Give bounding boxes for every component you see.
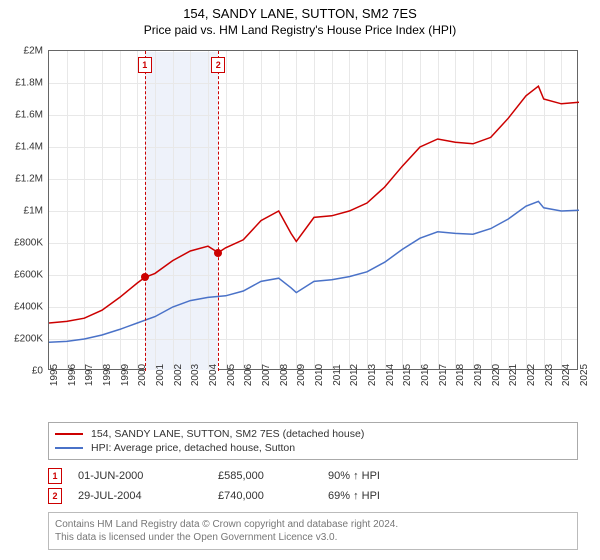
marker-vline [218,51,219,371]
sales-pct: 90% ↑ HPI [328,470,380,482]
y-tick-label: £1.6M [15,110,43,121]
y-tick-label: £0 [32,366,43,377]
sales-marker: 1 [48,468,62,484]
x-tick-label: 2025 [579,364,590,386]
legend-label: HPI: Average price, detached house, Sutt… [91,442,295,454]
legend: 154, SANDY LANE, SUTTON, SM2 7ES (detach… [48,422,578,460]
marker-label: 2 [211,57,225,73]
y-tick-label: £800K [14,238,43,249]
chart-subtitle: Price paid vs. HM Land Registry's House … [0,21,600,41]
sales-date: 29-JUL-2004 [78,490,218,502]
sales-price: £585,000 [218,470,328,482]
y-tick-label: £400K [14,302,43,313]
y-tick-label: £200K [14,334,43,345]
sales-pct: 69% ↑ HPI [328,490,380,502]
marker-dot [141,273,149,281]
marker-label: 1 [138,57,152,73]
sales-row: 2 29-JUL-2004£740,00069% ↑ HPI [48,486,578,506]
marker-vline [145,51,146,371]
line-layer [49,51,579,371]
series-line [49,86,579,323]
chart-area: £0£200K£400K£600K£800K£1M£1.2M£1.4M£1.6M… [48,50,578,370]
legend-item: 154, SANDY LANE, SUTTON, SM2 7ES (detach… [55,427,571,441]
attribution-line2: This data is licensed under the Open Gov… [55,531,571,544]
chart-container: 154, SANDY LANE, SUTTON, SM2 7ES Price p… [0,0,600,560]
y-tick-label: £1.2M [15,174,43,185]
attribution-line1: Contains HM Land Registry data © Crown c… [55,518,571,531]
series-line [49,201,579,342]
y-tick-label: £2M [24,46,43,57]
attribution-box: Contains HM Land Registry data © Crown c… [48,512,578,550]
sales-date: 01-JUN-2000 [78,470,218,482]
legend-swatch [55,447,83,449]
y-tick-label: £1M [24,206,43,217]
chart-title: 154, SANDY LANE, SUTTON, SM2 7ES [0,0,600,21]
sales-row: 1 01-JUN-2000£585,00090% ↑ HPI [48,466,578,486]
plot-region: £0£200K£400K£600K£800K£1M£1.2M£1.4M£1.6M… [48,50,578,370]
sales-price: £740,000 [218,490,328,502]
y-tick-label: £600K [14,270,43,281]
y-tick-label: £1.8M [15,78,43,89]
y-tick-label: £1.4M [15,142,43,153]
marker-dot [214,249,222,257]
sales-marker: 2 [48,488,62,504]
sales-table: 1 01-JUN-2000£585,00090% ↑ HPI 2 29-JUL-200… [48,466,578,506]
legend-label: 154, SANDY LANE, SUTTON, SM2 7ES (detach… [91,428,364,440]
legend-swatch [55,433,83,435]
legend-item: HPI: Average price, detached house, Sutt… [55,441,571,455]
